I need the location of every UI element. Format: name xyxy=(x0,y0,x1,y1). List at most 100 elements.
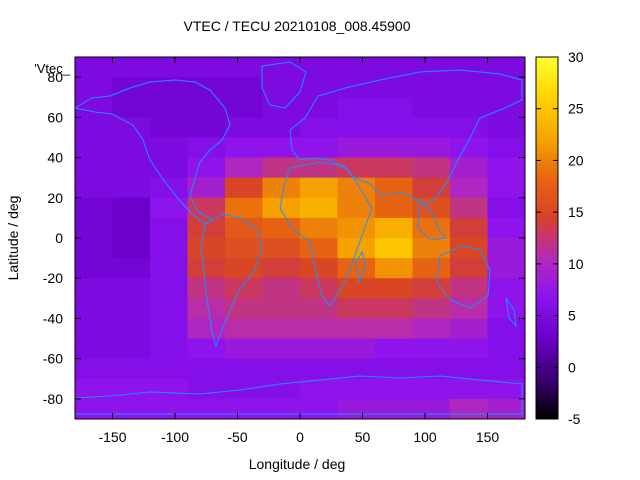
heatmap-cell xyxy=(225,117,264,139)
heatmap-cell xyxy=(112,338,151,360)
heatmap-cell xyxy=(225,137,264,159)
heatmap-cell xyxy=(487,137,525,159)
heatmap-cell xyxy=(450,117,489,139)
heatmap-cell xyxy=(225,97,264,118)
heatmap-cell xyxy=(375,217,414,239)
heatmap-cell xyxy=(262,157,301,179)
heatmap-cell xyxy=(150,398,189,419)
heatmap-cell xyxy=(225,177,264,199)
y-tick-label: 0 xyxy=(55,230,63,246)
heatmap-cell xyxy=(337,278,376,299)
heatmap-cell xyxy=(412,238,451,259)
colorbar-tick-label: -5 xyxy=(568,411,581,427)
y-tick-label: 20 xyxy=(47,190,63,206)
heatmap-cell xyxy=(487,157,525,179)
heatmap-cell xyxy=(337,57,376,78)
heatmap-cell xyxy=(450,77,489,98)
heatmap-cell xyxy=(75,57,114,78)
heatmap-cell xyxy=(150,338,189,360)
heatmap-cell xyxy=(75,338,114,360)
heatmap-cell xyxy=(75,137,114,159)
heatmap-cell xyxy=(150,318,189,340)
heatmap-cell xyxy=(150,217,189,239)
heatmap-cell xyxy=(375,177,414,199)
y-axis-label: Latitude / deg xyxy=(5,196,21,281)
heatmap-cell xyxy=(487,238,525,259)
coastline-new-zealand xyxy=(505,297,517,328)
heatmap-cell xyxy=(187,358,226,380)
heatmap-cell xyxy=(187,318,226,340)
heatmap-cell xyxy=(112,378,151,400)
heatmap-cell xyxy=(150,117,189,139)
heatmap-cell xyxy=(300,97,339,118)
y-tick-label: -60 xyxy=(43,351,63,367)
heatmap-cell xyxy=(225,157,264,179)
x-tick-label: 100 xyxy=(413,429,437,445)
heatmap-cell xyxy=(487,197,525,219)
x-tick-label: 50 xyxy=(355,429,371,445)
heatmap-cell xyxy=(225,217,264,239)
heatmap-cell xyxy=(300,238,339,259)
heatmap-cell xyxy=(300,378,339,400)
heatmap-cell xyxy=(112,238,151,259)
heatmap-cell xyxy=(450,137,489,159)
heatmap-cell xyxy=(187,298,226,320)
heatmap-cell xyxy=(75,177,114,199)
heatmap-cell xyxy=(187,177,226,199)
heatmap-cell xyxy=(300,117,339,139)
heatmap-cell xyxy=(450,258,489,279)
heatmap-cells xyxy=(75,57,525,419)
heatmap-cell xyxy=(112,318,151,340)
heatmap-cell xyxy=(150,177,189,199)
x-tick-label: -150 xyxy=(98,429,126,445)
heatmap-cell xyxy=(187,97,226,118)
heatmap-cell xyxy=(262,217,301,239)
y-tick-label: 80 xyxy=(47,69,63,85)
heatmap-cell xyxy=(187,398,226,419)
heatmap-cell xyxy=(337,157,376,179)
heatmap-cell xyxy=(150,358,189,380)
heatmap-cell xyxy=(412,338,451,360)
heatmap-cell xyxy=(375,338,414,360)
heatmap-cell xyxy=(150,157,189,179)
heatmap-cell xyxy=(412,117,451,139)
coastline-eurasia xyxy=(289,69,523,206)
colorbar-tick-label: 30 xyxy=(568,49,584,65)
heatmap-cell xyxy=(487,77,525,98)
heatmap-cell xyxy=(375,97,414,118)
heatmap-cell xyxy=(225,338,264,360)
heatmap-cell xyxy=(300,217,339,239)
heatmap-cell xyxy=(75,77,114,98)
heatmap-cell xyxy=(412,258,451,279)
heatmap-cell xyxy=(112,258,151,279)
heatmap-cell xyxy=(187,197,226,219)
heatmap-cell xyxy=(187,278,226,299)
coastline-north-america xyxy=(75,79,231,225)
heatmap-cell xyxy=(300,398,339,419)
heatmap-cell xyxy=(225,278,264,299)
heatmap-cell xyxy=(112,358,151,380)
heatmap-cell xyxy=(225,398,264,419)
heatmap-cell xyxy=(487,177,525,199)
heatmap-cell xyxy=(375,358,414,380)
heatmap-cell xyxy=(450,57,489,78)
heatmap-cell xyxy=(262,278,301,299)
heatmap-cell xyxy=(300,358,339,380)
colorbar xyxy=(535,56,559,420)
heatmap-cell xyxy=(337,197,376,219)
heatmap-cell xyxy=(375,238,414,259)
heatmap-cell xyxy=(300,278,339,299)
heatmap-cell xyxy=(300,318,339,340)
heatmap-cell xyxy=(75,318,114,340)
heatmap-cell xyxy=(375,378,414,400)
colorbar-tick-label: 5 xyxy=(568,308,576,324)
heatmap-cell xyxy=(450,398,489,419)
heatmap-cell xyxy=(375,157,414,179)
y-tick-label: -20 xyxy=(43,270,63,286)
heatmap-cell xyxy=(262,338,301,360)
x-tick-label: 150 xyxy=(476,429,500,445)
heatmap-cell xyxy=(75,117,114,139)
legend-key: 'Vtec_ xyxy=(34,61,70,76)
colorbar-tick-label: 0 xyxy=(568,359,576,375)
heatmap-cell xyxy=(412,57,451,78)
